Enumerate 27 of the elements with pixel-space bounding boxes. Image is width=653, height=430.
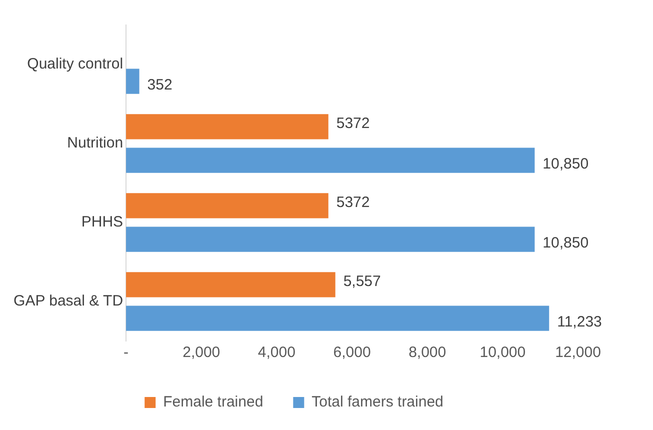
bar — [126, 272, 336, 298]
data-label: 5372 — [336, 114, 370, 132]
x-tick-label: 8,000 — [408, 344, 446, 362]
data-label: 352 — [147, 76, 172, 94]
x-tick-label: - — [124, 344, 129, 362]
bar — [126, 148, 535, 173]
bar — [126, 226, 535, 252]
x-tick-label: 6,000 — [333, 344, 371, 362]
x-tick-label: 12,000 — [555, 344, 601, 362]
bar — [126, 68, 140, 94]
x-tick-label: 10,000 — [480, 344, 526, 362]
y-tick-label: PHHS — [81, 214, 124, 231]
data-label: 5372 — [336, 194, 370, 211]
data-label: 11,233 — [557, 313, 602, 330]
bar — [126, 306, 550, 331]
bar — [126, 193, 328, 218]
bar — [126, 114, 328, 140]
legend-label: Total famers trained — [312, 394, 444, 411]
y-tick-label: Quality control — [27, 56, 124, 73]
x-tick-label: 4,000 — [258, 344, 296, 362]
data-label: 5,557 — [343, 272, 381, 290]
y-tick-label: Nutrition — [67, 134, 124, 152]
x-tick-label: 2,000 — [182, 344, 220, 362]
data-label: 10,850 — [542, 155, 589, 172]
data-label: 10,850 — [542, 234, 589, 252]
y-tick-label: GAP basal & TD — [14, 292, 124, 310]
legend-label: Female trained — [163, 394, 264, 411]
